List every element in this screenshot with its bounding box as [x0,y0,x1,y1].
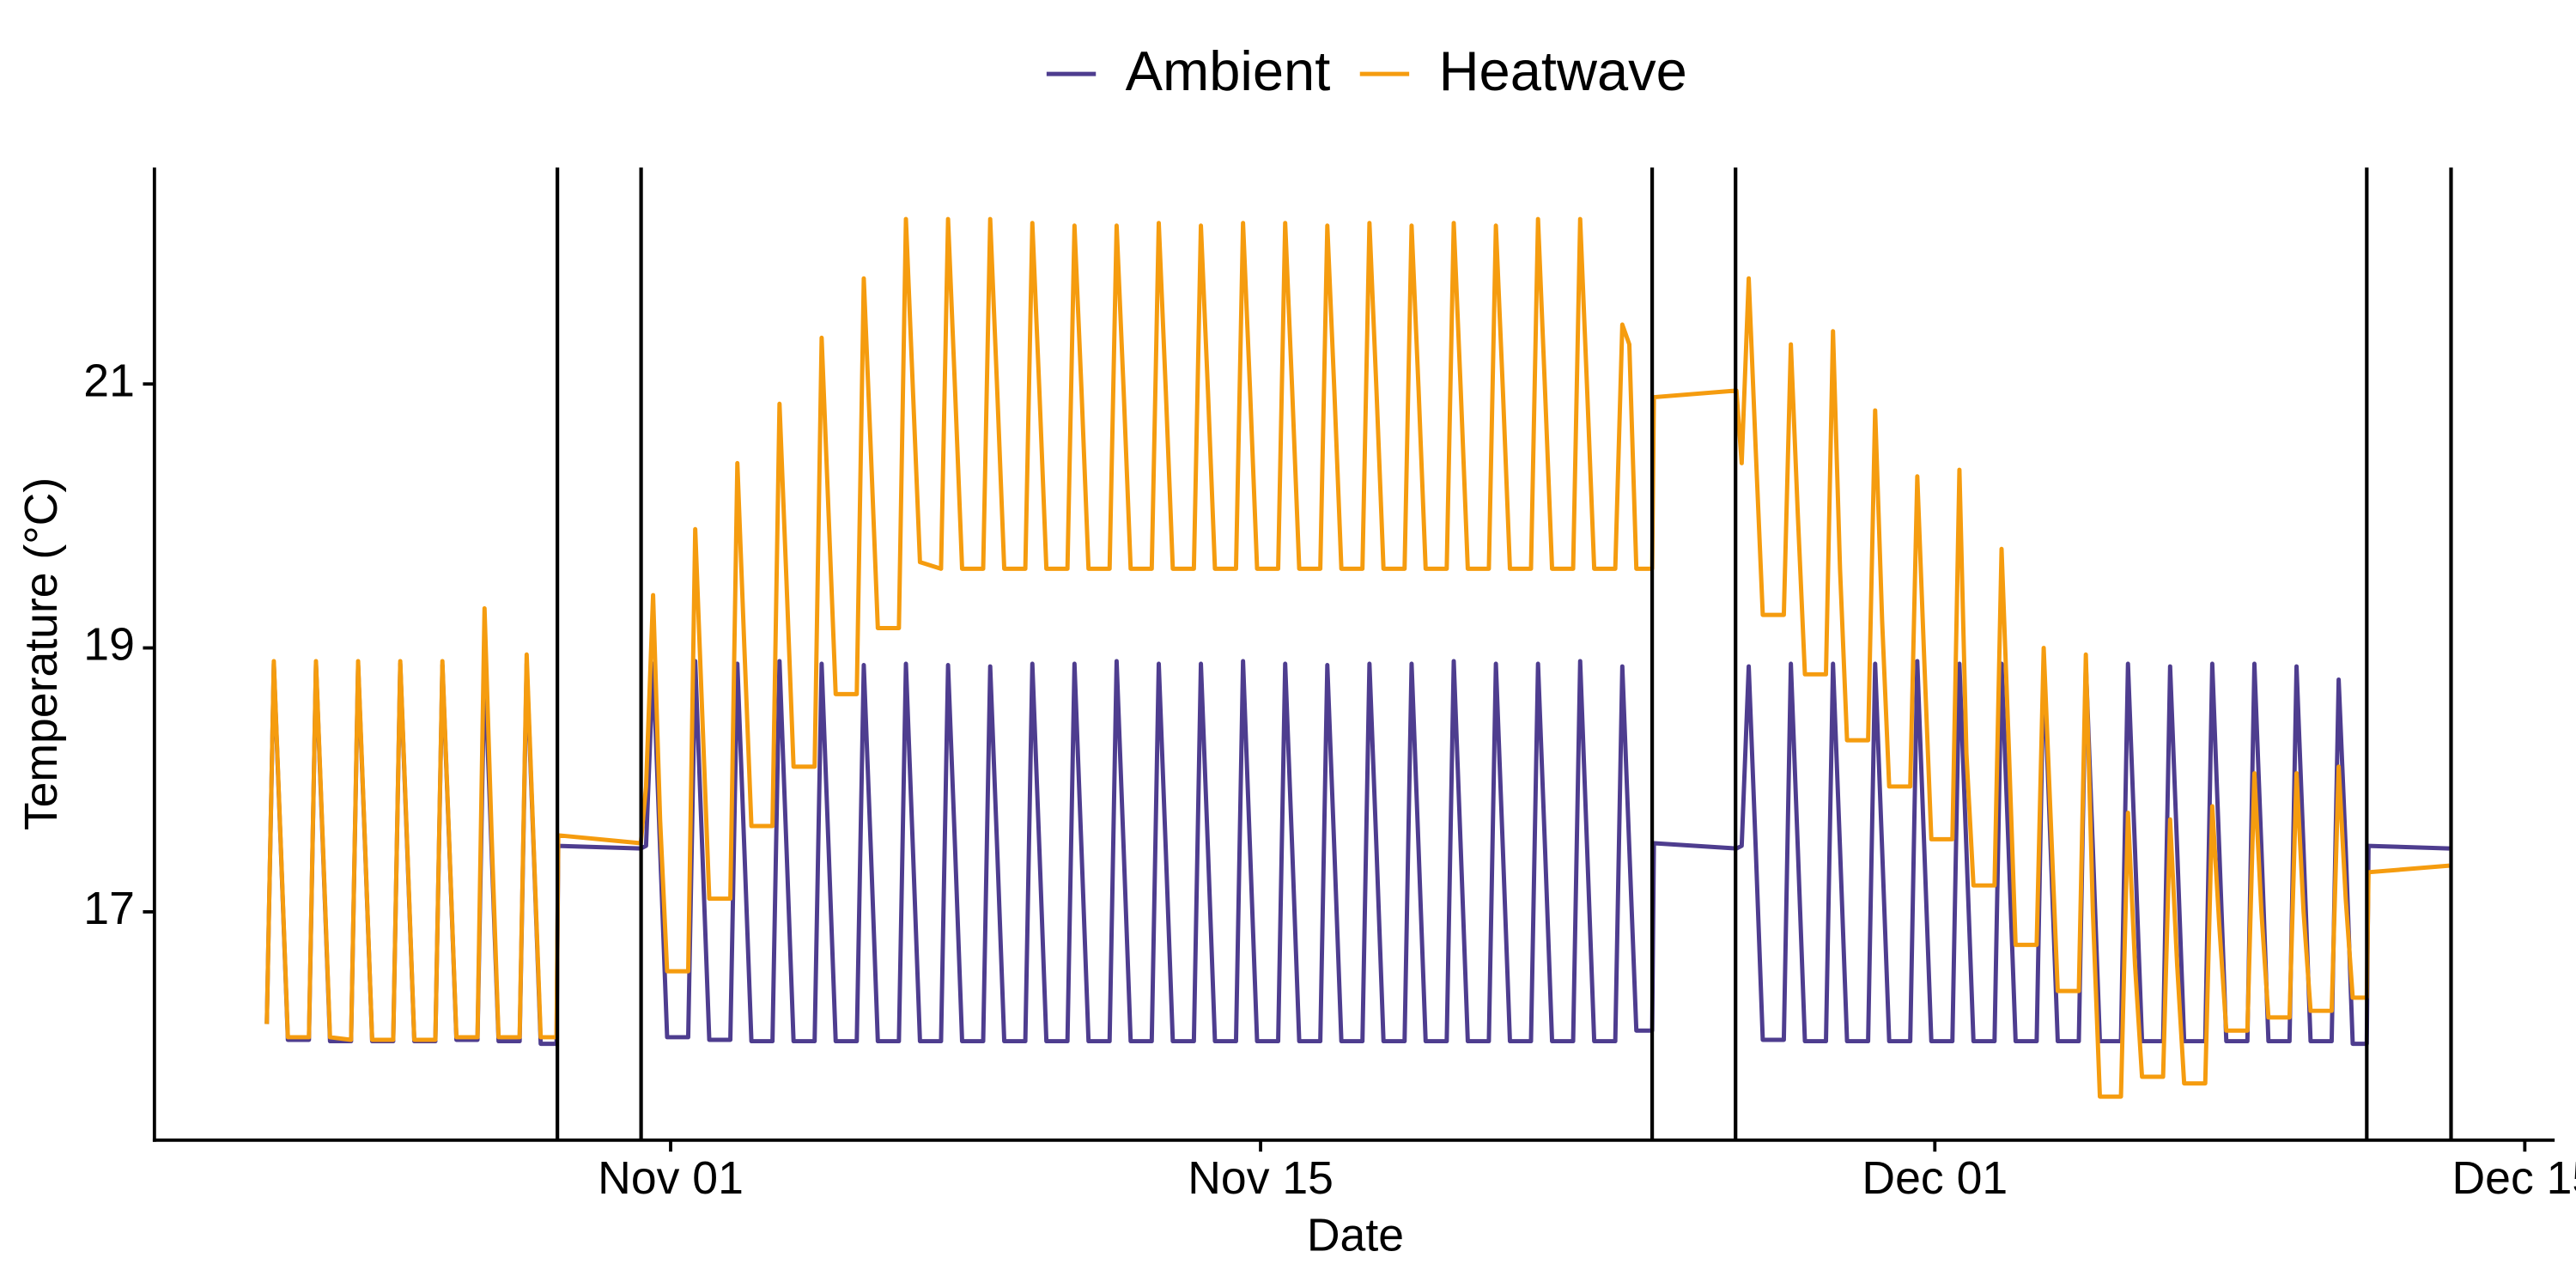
y-axis-title: Temperature (°C) [16,477,67,830]
x-tick-label: Nov 15 [1188,1153,1334,1204]
x-tick-label: Dec 15 [2452,1153,2576,1204]
legend: Ambient Heatwave [1046,39,1687,102]
series-line [264,216,2450,1099]
plot-area [264,167,2453,1140]
y-tick-label: 21 [83,355,135,406]
legend-label: Heatwave [1439,39,1687,102]
x-tick-label: Nov 01 [598,1153,744,1204]
y-tick-label: 17 [83,884,135,934]
y-tick-label: 19 [83,620,135,671]
x-axis-title: Date [1307,1211,1404,1261]
x-tick-label: Dec 01 [1862,1153,2008,1204]
legend-label: Ambient [1126,39,1331,102]
